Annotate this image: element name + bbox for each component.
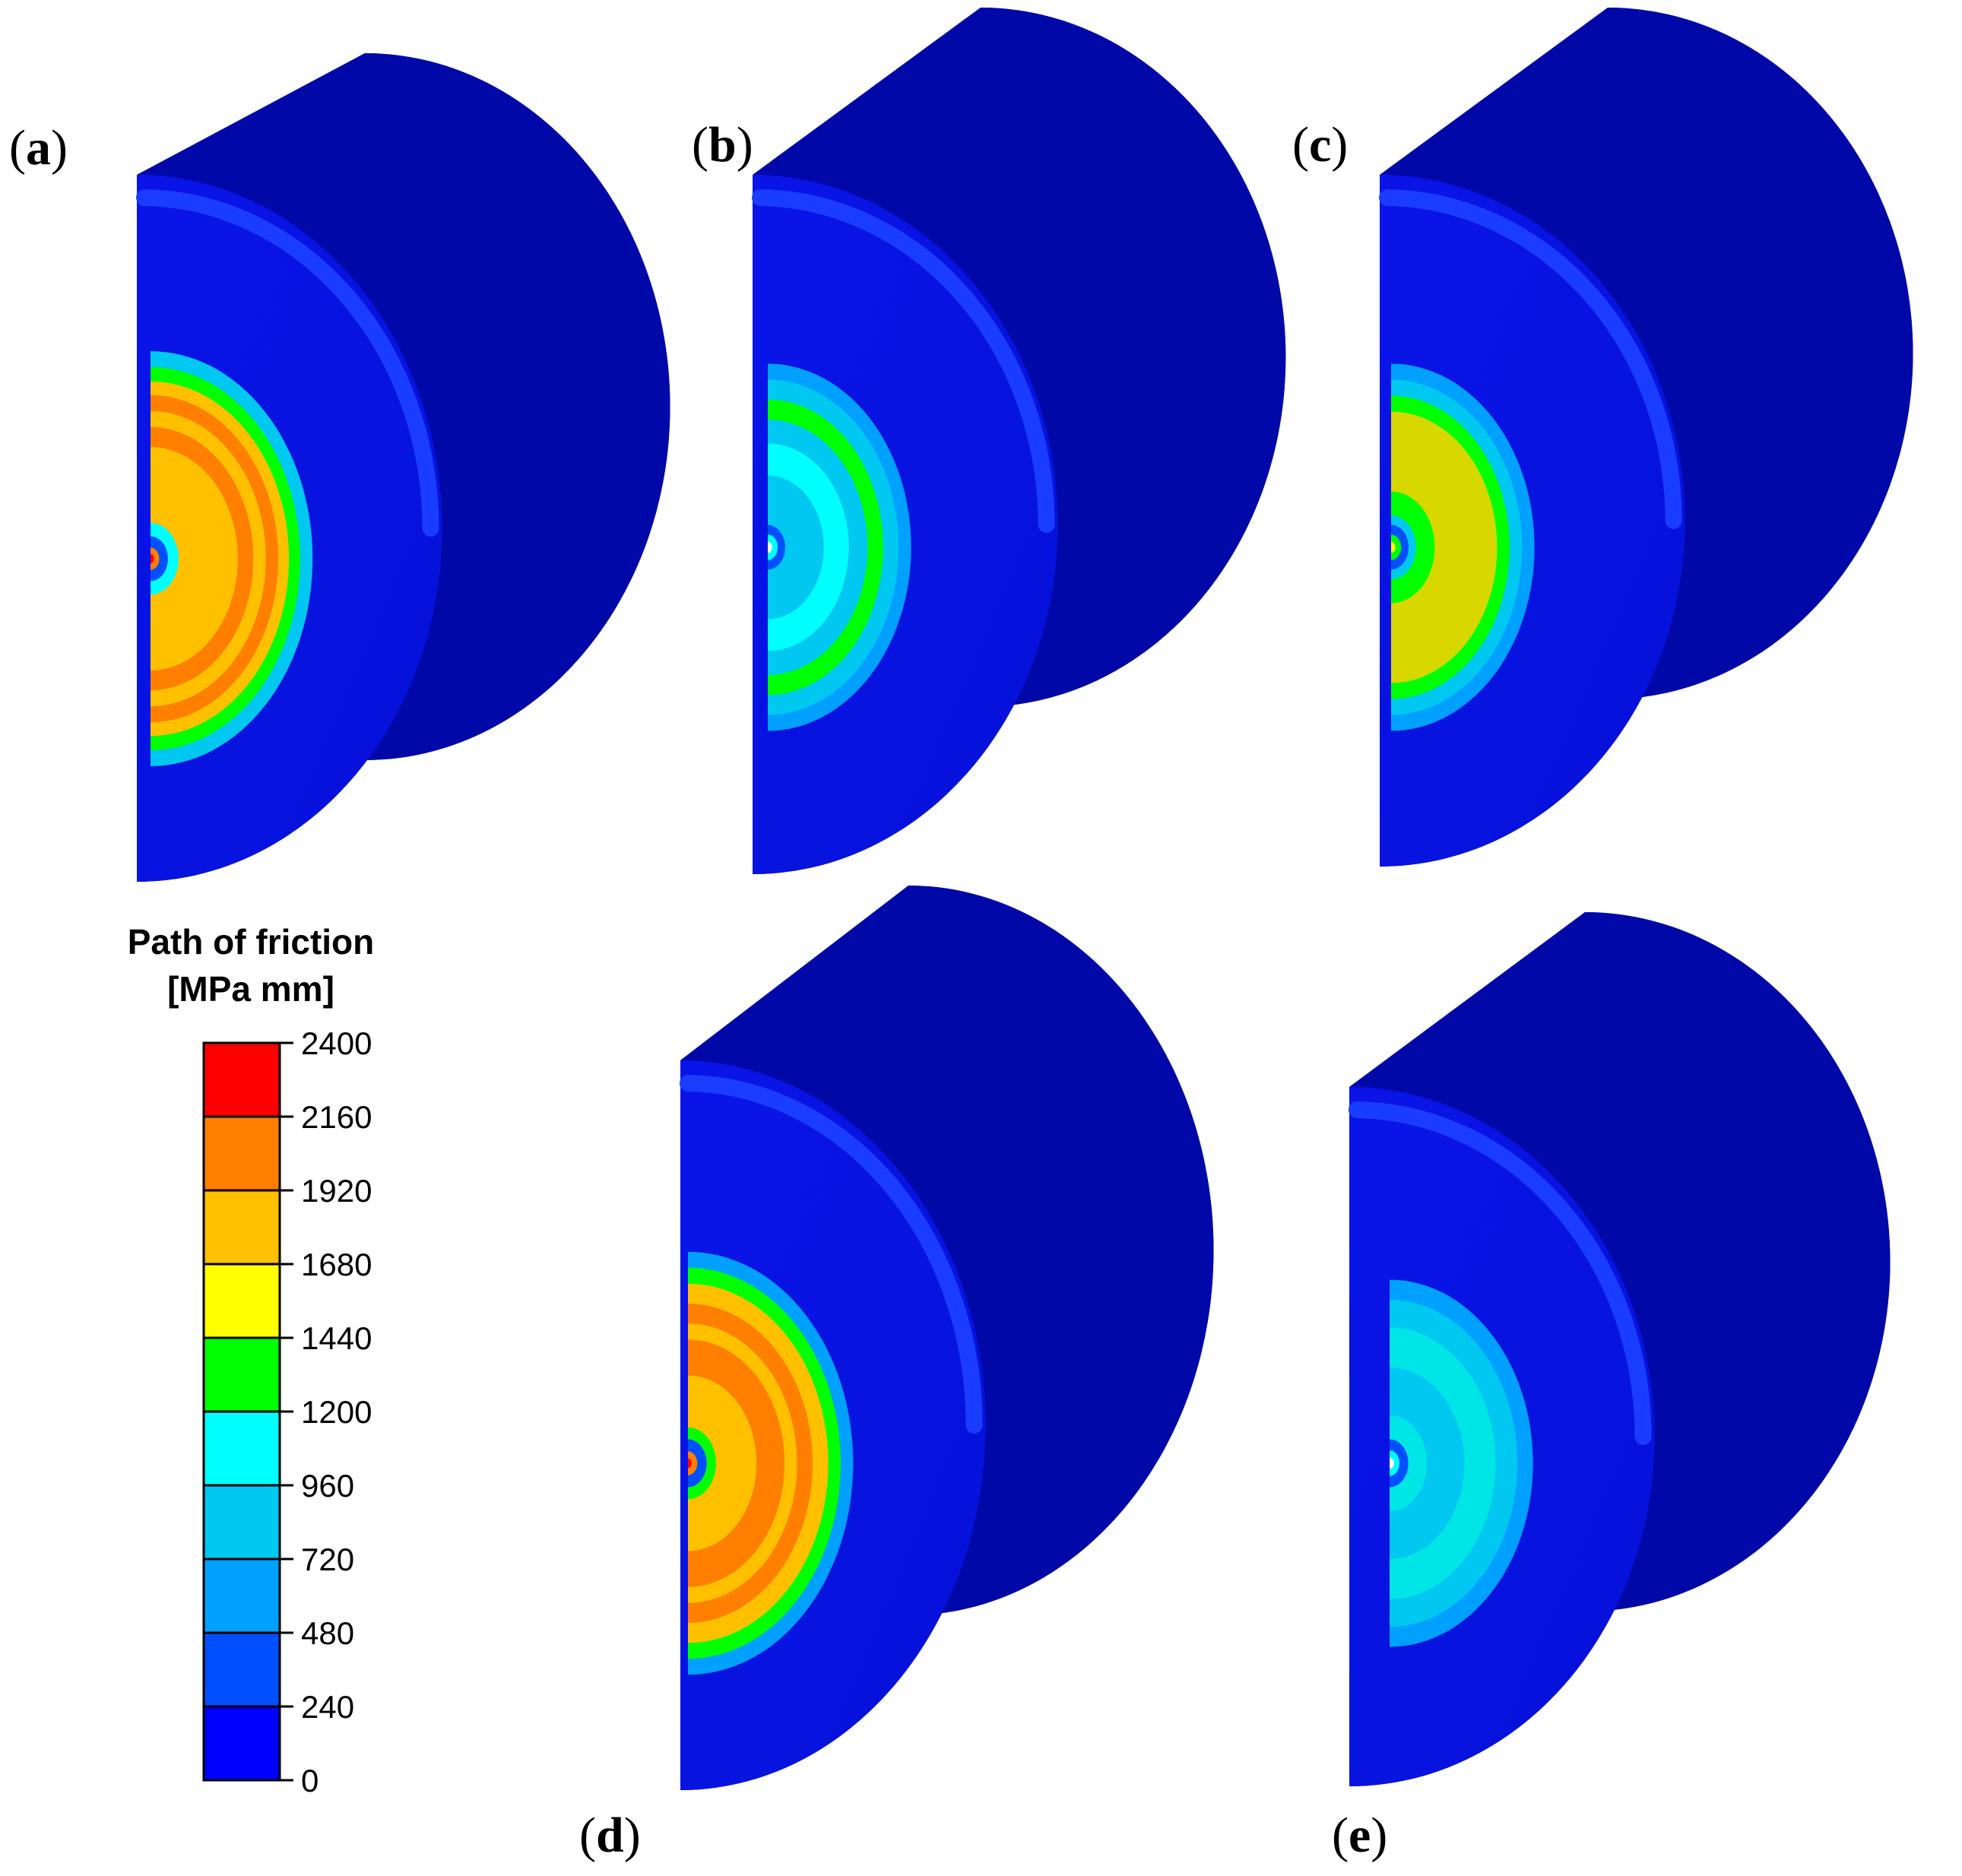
contour-band bbox=[768, 475, 824, 620]
contour-band bbox=[688, 1458, 692, 1469]
legend-tick-label: 720 bbox=[301, 1542, 354, 1577]
panel-label-b: (b) bbox=[692, 117, 753, 173]
legend-tick-label: 1440 bbox=[301, 1320, 372, 1356]
contour-panel-c bbox=[1379, 8, 1913, 867]
legend-tick-label: 960 bbox=[301, 1468, 354, 1504]
legend-swatch bbox=[202, 1041, 281, 1118]
legend-tick-label: 2400 bbox=[301, 1025, 372, 1061]
cylinder-curved-surface bbox=[1380, 8, 1913, 867]
panel-label-d: (d) bbox=[579, 1808, 641, 1863]
contour-bands bbox=[151, 351, 313, 766]
legend-swatch bbox=[202, 1189, 281, 1266]
legend-swatch bbox=[202, 1410, 281, 1487]
contour-band bbox=[1390, 1457, 1394, 1469]
legend-swatch bbox=[202, 1631, 281, 1708]
cylinder-curved-surface bbox=[680, 886, 1214, 1790]
cylinder-curved-surface bbox=[137, 53, 670, 882]
contour-bands bbox=[1391, 363, 1535, 731]
rim-highlight bbox=[1349, 1101, 1652, 1445]
panel-label-e: (e) bbox=[1332, 1808, 1388, 1863]
legend-swatch bbox=[202, 1115, 281, 1192]
legend-swatch bbox=[202, 1263, 281, 1339]
contour-bands bbox=[688, 1251, 854, 1675]
contour-bands bbox=[1390, 1279, 1533, 1647]
legend-tick-label: 480 bbox=[301, 1615, 354, 1651]
contour-band bbox=[688, 1451, 698, 1475]
contour-band bbox=[1390, 1450, 1400, 1476]
contour-bands bbox=[768, 363, 911, 731]
panel-label-a: (a) bbox=[9, 120, 68, 176]
legend-title: Path of friction [MPa mm] bbox=[61, 918, 441, 1012]
contour-panel-e bbox=[1349, 912, 1891, 1786]
rim-highlight bbox=[1379, 189, 1682, 529]
cylinder-curved-surface bbox=[753, 8, 1286, 874]
contour-band bbox=[151, 479, 213, 639]
contour-panel-d bbox=[680, 886, 1214, 1790]
legend-tick-label: 1920 bbox=[301, 1173, 372, 1209]
legend-swatch bbox=[202, 1705, 281, 1782]
contour-panel-a bbox=[136, 53, 670, 882]
legend-title-line2: [MPa mm] bbox=[167, 969, 334, 1009]
contour-band bbox=[1391, 541, 1396, 553]
rim-highlight bbox=[752, 189, 1055, 533]
legend-tick-label: 2160 bbox=[301, 1099, 372, 1135]
contour-band bbox=[1391, 534, 1402, 560]
contour-band bbox=[151, 547, 160, 570]
contour-band bbox=[768, 541, 772, 553]
legend-tick-label: 240 bbox=[301, 1689, 354, 1725]
legend-tick-label: 1200 bbox=[301, 1394, 372, 1430]
legend-tick-label: 0 bbox=[301, 1763, 319, 1798]
rim-highlight bbox=[680, 1075, 983, 1434]
contour-band bbox=[688, 1375, 757, 1551]
contour-band bbox=[151, 553, 154, 564]
panel-label-c: (c) bbox=[1292, 117, 1349, 173]
legend-tick-label: 1680 bbox=[301, 1247, 372, 1282]
legend-swatch bbox=[202, 1484, 281, 1561]
legend-title-line1: Path of friction bbox=[127, 922, 375, 962]
cylinder-curved-surface bbox=[1349, 912, 1891, 1786]
contour-panel-b bbox=[752, 8, 1286, 874]
legend-swatch bbox=[202, 1336, 281, 1413]
legend-swatch bbox=[202, 1558, 281, 1634]
contour-band bbox=[768, 534, 778, 560]
rim-highlight bbox=[136, 189, 439, 537]
